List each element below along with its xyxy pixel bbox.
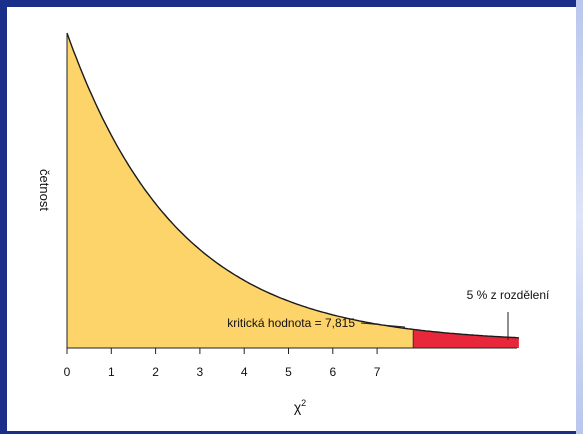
- y-axis-label: četnost: [37, 169, 52, 211]
- tail-area-label: 5 % z rozdělení: [467, 288, 550, 302]
- x-axis-label: χ2: [294, 398, 306, 415]
- x-tick-label: 2: [152, 365, 159, 379]
- density-curve: [66, 32, 519, 339]
- x-tick-label: 5: [285, 365, 292, 379]
- x-ticks: 0 1 2 3 4 5 6 7: [64, 348, 381, 379]
- x-tick-label: 0: [64, 365, 71, 379]
- x-tick-label: 4: [241, 365, 248, 379]
- frame-edge: [576, 0, 583, 434]
- rejection-region: [413, 329, 519, 348]
- x-tick-label: 6: [329, 365, 336, 379]
- critical-label-leader: [360, 322, 406, 328]
- x-tick-label: 7: [374, 365, 381, 379]
- critical-value-label: kritická hodnota = 7,815: [227, 316, 355, 330]
- x-tick-label: 1: [108, 365, 115, 379]
- x-tick-label: 3: [197, 365, 204, 379]
- acceptance-region: [67, 33, 414, 348]
